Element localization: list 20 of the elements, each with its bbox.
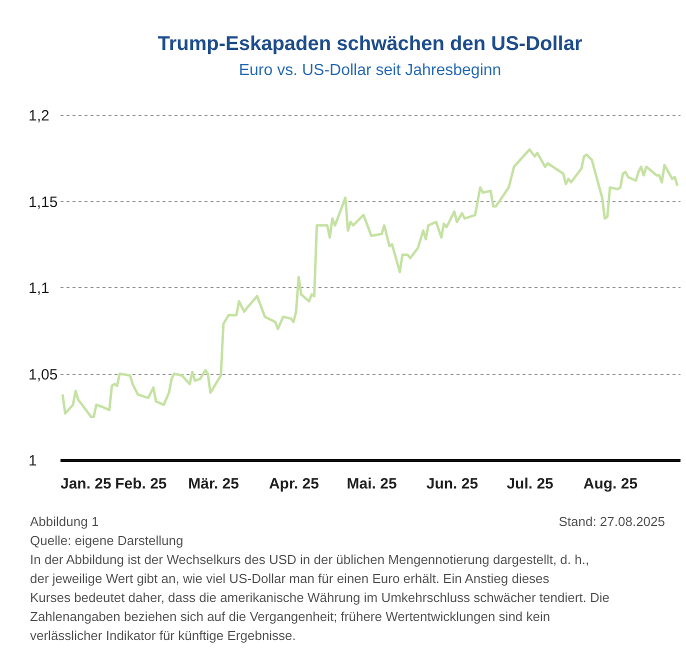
x-tick-label: Mär. 25 — [188, 476, 239, 492]
y-tick-label: 1,2 — [28, 108, 50, 124]
x-tick-label: Feb. 25 — [115, 476, 167, 492]
line-series — [61, 148, 679, 418]
text: Stand: 27.08.2025 — [558, 514, 665, 529]
y-tick-label: 1,15 — [28, 194, 58, 211]
y-tick-label: 1,1 — [28, 280, 50, 297]
chart-subtitle: Euro vs. US-Dollar seit Jahresbeginn — [238, 62, 502, 79]
x-tick-label: Jul. 25 — [506, 476, 554, 492]
x-tick-label: Apr. 25 — [268, 476, 319, 492]
x-tick-label: Aug. 25 — [583, 476, 638, 492]
source-note: Quelle: eigene Darstellung — [30, 533, 184, 548]
text: Abbildung 1 — [30, 514, 99, 529]
x-tick-label: Mai. 25 — [346, 476, 397, 492]
x-tick-label: Jun. 25 — [426, 476, 478, 492]
y-tick-label: 1 — [28, 452, 37, 470]
x-tick-label: Jan. 25 — [60, 476, 112, 492]
y-tick-label: 1,05 — [28, 366, 58, 384]
chart-title: Trump-Eskapaden schwächen den US-Dollar — [158, 33, 582, 55]
text: In der Abbildung ist der Wechselkurs des USD in der üblichen Mengennotierung dargestellt, d. h., der jeweilige Wert gibt an, wie viel US-Dollar man für einen Euro erhält. Ein Anstieg dieses Kurses bedeutet daher, dass die amerikanische Währung im Umkehrschluss schwächer tendiert. Die Zahlenangaben beziehen sich auf die Vergangenheit; frühere Wertentwicklungen sind kein verlässlicher Indikator für künftige Ergebnisse. — [30, 552, 610, 643]
